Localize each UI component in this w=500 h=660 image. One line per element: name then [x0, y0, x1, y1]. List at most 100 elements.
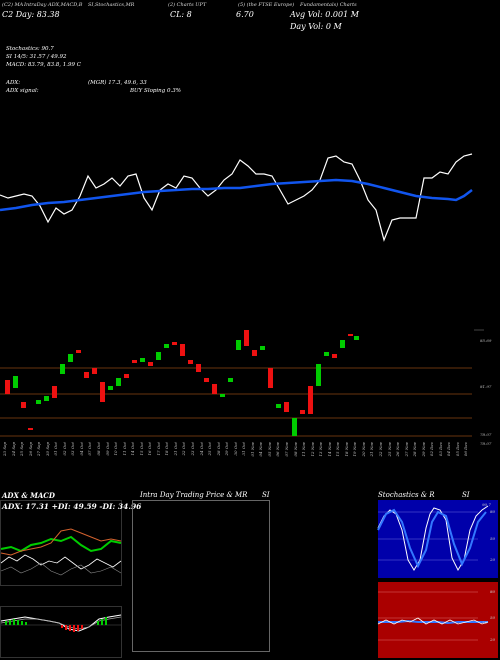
date-label: 24 Oct: [198, 442, 204, 456]
adx-signal-label: ADX signal:: [6, 88, 39, 94]
date-label: 15 Nov: [335, 442, 341, 457]
price-label-4: 78.07: [480, 441, 492, 446]
date-label: 28 Nov: [412, 442, 418, 457]
date-label: 27 Nov: [403, 442, 409, 457]
price-label-1: 85.69: [480, 338, 492, 343]
intraday-title: Intra Day Trading Price & MR: [140, 491, 248, 499]
date-label: 25 Nov: [386, 442, 392, 457]
ma-line: [0, 178, 473, 212]
adx-chart: [0, 528, 122, 576]
date-label: 11 Nov: [301, 442, 307, 457]
date-label: 18 Nov: [343, 442, 349, 457]
date-label: 08 Oct: [96, 442, 101, 456]
stoch-level-20: 20: [490, 557, 496, 562]
macd-panel: [0, 606, 122, 658]
date-label: 05 Nov: [266, 442, 272, 457]
date-label: 22 Nov: [378, 442, 383, 457]
rsi-value: 50: [482, 620, 488, 625]
date-label: 04 Dec: [446, 442, 452, 457]
date-label: 03 Dec: [437, 442, 443, 457]
rsi-panel: 80 50 20 50: [377, 582, 498, 658]
date-label: 31 Oct: [241, 442, 247, 456]
date-label: 21 Nov: [369, 442, 375, 457]
header-col-3: SI,Stochastics,MR: [88, 2, 135, 8]
date-label: 20 Nov: [360, 442, 366, 457]
date-label: 10 Oct: [113, 442, 119, 456]
date-label: 01 Nov: [249, 442, 255, 457]
date-label: 14 Oct: [130, 442, 136, 456]
date-axis: 23 Sep 24 Sep 25 Sep 26 Sep 27 Sep 30 Sep 01 O…: [0, 442, 470, 482]
date-label: 28 Oct: [215, 442, 221, 456]
stoch-title: Stochastics & R: [378, 491, 435, 499]
adx-values: (MGR) 17.3, 49.6, 33: [88, 80, 147, 86]
si-text: SI 14/5: 31.57 / 49.92: [6, 54, 67, 60]
date-label: 11 Oct: [121, 442, 127, 456]
stoch-level-80: 80: [490, 509, 496, 514]
date-label: 22 Oct: [181, 442, 187, 456]
date-label: 04 Oct: [78, 442, 84, 456]
date-label: 08 Nov: [292, 442, 298, 457]
avg-volume: Avg Vol: 0.001 M: [290, 10, 359, 19]
stoch-value: 90.7: [482, 502, 491, 507]
date-label: 26 Sep: [27, 442, 33, 457]
date-label: 17 Oct: [155, 442, 161, 456]
buy-signal: BUY Sloping 0.3%: [130, 88, 181, 94]
header-col-4: (2) Charts UPT: [168, 2, 207, 8]
date-label: 21 Oct: [172, 442, 178, 456]
date-label: 29 Nov: [420, 442, 426, 457]
date-label: 03 Oct: [70, 442, 76, 456]
date-label: 04 Nov: [258, 442, 264, 457]
day-volume: Day Vol: 0 M: [290, 22, 342, 31]
date-label: 09 Oct: [104, 442, 110, 456]
date-label: 23 Sep: [2, 442, 7, 457]
date-label: 06 Nov: [275, 442, 281, 457]
adx-values: ADX: 17.31 +DI: 49.59 -DI: 34.96: [2, 502, 142, 511]
date-label: 06 Dec: [463, 442, 469, 457]
date-label: 02 Oct: [61, 442, 67, 456]
date-label: 25 Oct: [207, 442, 213, 456]
close-value: 6.70: [236, 10, 254, 19]
rsi-level-50: 50: [490, 615, 496, 620]
stochastics-text: Stochastics: 90.7: [6, 46, 54, 52]
candles: [5, 330, 359, 436]
rsi-level-80: 80: [490, 589, 496, 594]
date-label: 05 Dec: [454, 442, 460, 457]
date-label: 26 Nov: [395, 442, 401, 457]
adx-panel: ADX: 17.31 +DI: 49.59 -DI: 34.96: [0, 500, 141, 586]
macd-chart: [0, 614, 122, 632]
rsi-chart: [377, 591, 489, 641]
date-label: 30 Oct: [232, 442, 238, 456]
date-label: 02 Dec: [429, 442, 435, 457]
stochastic-line: [0, 153, 473, 242]
date-label: 23 Oct: [190, 442, 195, 456]
adx-label: ADX:: [6, 80, 21, 86]
stochastics-panel: 80 50 20 90.7: [377, 500, 498, 578]
date-label: 15 Oct: [138, 442, 144, 456]
date-label: 27 Sep: [36, 442, 42, 457]
stochastics-chart: [377, 505, 489, 572]
date-label: 01 Oct: [53, 442, 59, 456]
date-label: 07 Nov: [284, 442, 289, 457]
date-label: 30 Sep: [44, 442, 50, 457]
date-label: 29 Oct: [224, 442, 230, 456]
date-label: 07 Oct: [87, 442, 93, 456]
header-col-5: (5) (the FTSE Europe): [238, 2, 295, 8]
close-label: CL: 8: [170, 10, 192, 19]
date-label: 25 Sep: [19, 442, 25, 457]
c2-day-value: C2 Day: 83.38: [2, 10, 60, 19]
date-label: 24 Sep: [10, 442, 16, 457]
date-label: 13 Nov: [318, 442, 324, 457]
rsi-level-20: 20: [490, 637, 496, 642]
intraday-si: SI: [262, 491, 270, 499]
stoch-si: SI: [462, 491, 470, 499]
header-col-1: (C2) MA: [2, 2, 24, 8]
date-label: 18 Oct: [164, 442, 170, 456]
date-label: 14 Nov: [326, 442, 332, 457]
price-label-2: 81.97: [480, 384, 492, 389]
stoch-level-50: 50: [490, 536, 496, 541]
header-col-2: IntraDay ADX,MACD,B: [24, 2, 83, 8]
date-label: 16 Oct: [147, 442, 153, 456]
date-label: 12 Nov: [309, 442, 315, 457]
adx-panel-title: ADX & MACD: [2, 491, 55, 500]
